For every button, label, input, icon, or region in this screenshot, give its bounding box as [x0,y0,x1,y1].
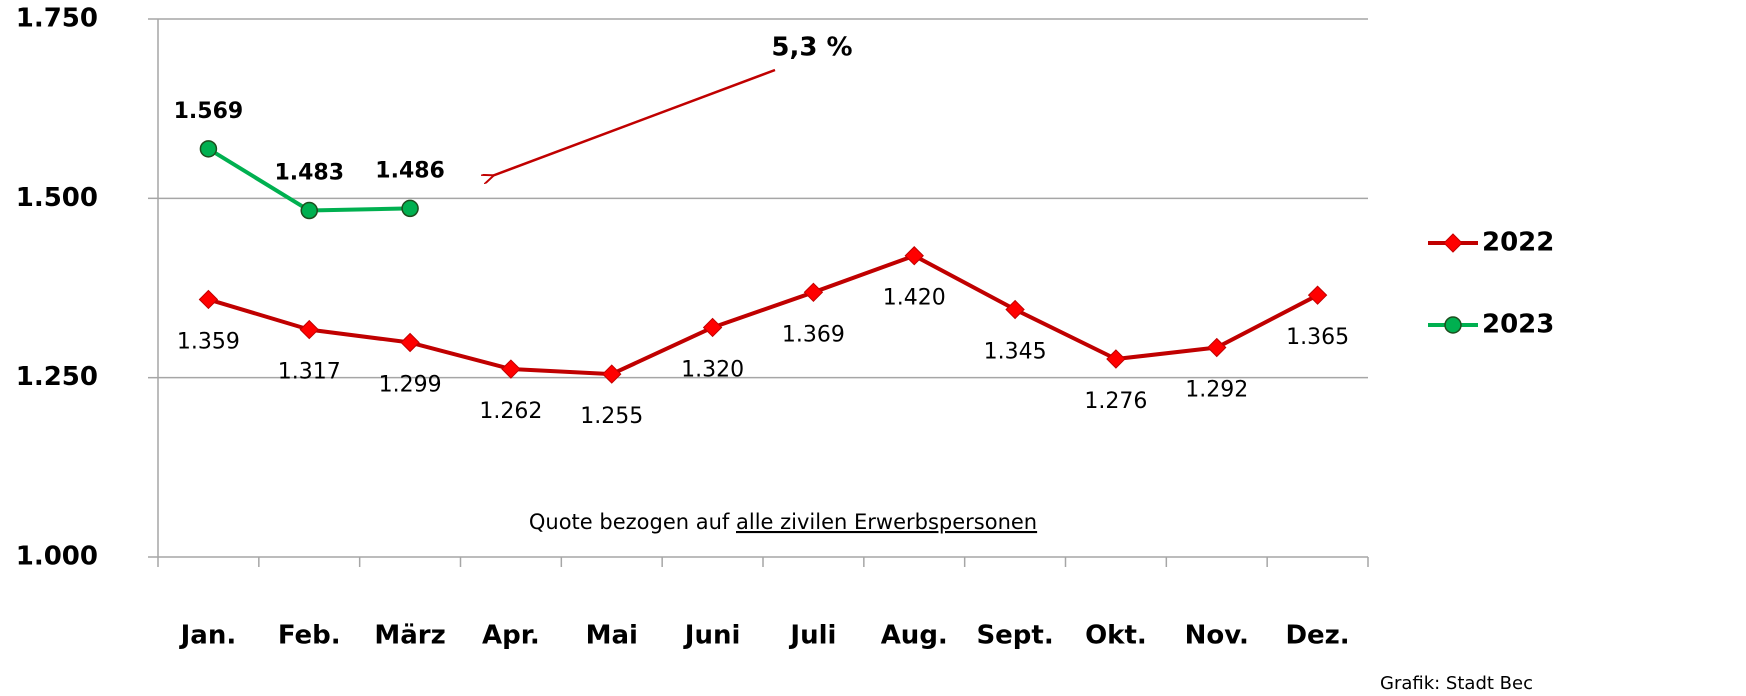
x-tick-label: Apr. [482,621,540,651]
data-label: 1.420 [883,286,946,311]
data-point [1005,299,1025,320]
data-point [400,332,420,353]
y-tick-label: 1.000 [16,542,98,572]
y-tick-label: 1.500 [16,183,98,213]
legend-marker [1443,233,1463,253]
x-tick-label: Jan. [179,621,237,651]
note: Quote bezogen auf [529,510,736,534]
data-label: 1.292 [1185,378,1248,403]
x-tick-label: Okt. [1085,621,1147,651]
change-annotation: 5,3 % [771,33,852,63]
data-label: 1.486 [375,158,445,183]
data-point [1207,337,1227,358]
data-point [299,319,319,340]
x-tick-label: März [374,621,445,651]
annotation-arrow [492,68,776,176]
y-tick-label: 1.750 [16,4,98,34]
data-label: 1.262 [479,399,542,424]
data-point [602,364,622,384]
legend-marker [1444,316,1462,334]
legend-label: 2023 [1482,310,1554,340]
data-label: 1.483 [274,161,344,186]
x-tick-label: Dez. [1285,621,1349,651]
x-tick-label: Sept. [976,621,1053,651]
data-point [1307,285,1328,305]
x-tick-label: Mai [586,621,638,651]
data-point [702,317,723,338]
series-line [207,253,1319,377]
data-label: 1.365 [1286,325,1349,350]
data-point [300,201,318,220]
data-point [198,289,219,310]
source: Grafik: Stadt Bec [1380,673,1533,694]
y-tick-label: 1.250 [16,362,98,392]
data-point [401,199,419,218]
x-tick-label: Nov. [1185,621,1249,651]
data-point [803,282,824,303]
data-label: 1.255 [580,404,643,429]
data-label: 1.345 [984,340,1047,365]
data-label: 1.569 [174,99,244,124]
data-label: 1.320 [681,357,744,382]
data-point [501,359,521,379]
data-point [904,246,924,266]
x-tick-label: Feb. [278,621,341,651]
data-label: 1.276 [1084,389,1147,414]
data-label: 1.317 [278,360,341,385]
x-tick-label: Juni [683,621,741,651]
data-point [1106,349,1126,369]
data-label: 1.369 [782,322,845,347]
x-tick-label: Juli [788,621,836,651]
data-point [199,140,218,158]
note-underlined: alle zivilen Erwerbspersonen [736,510,1037,534]
data-label: 1.299 [379,373,442,398]
legend-label: 2022 [1482,228,1554,258]
data-label: 1.359 [177,329,240,354]
x-tick-label: Aug. [881,621,948,651]
